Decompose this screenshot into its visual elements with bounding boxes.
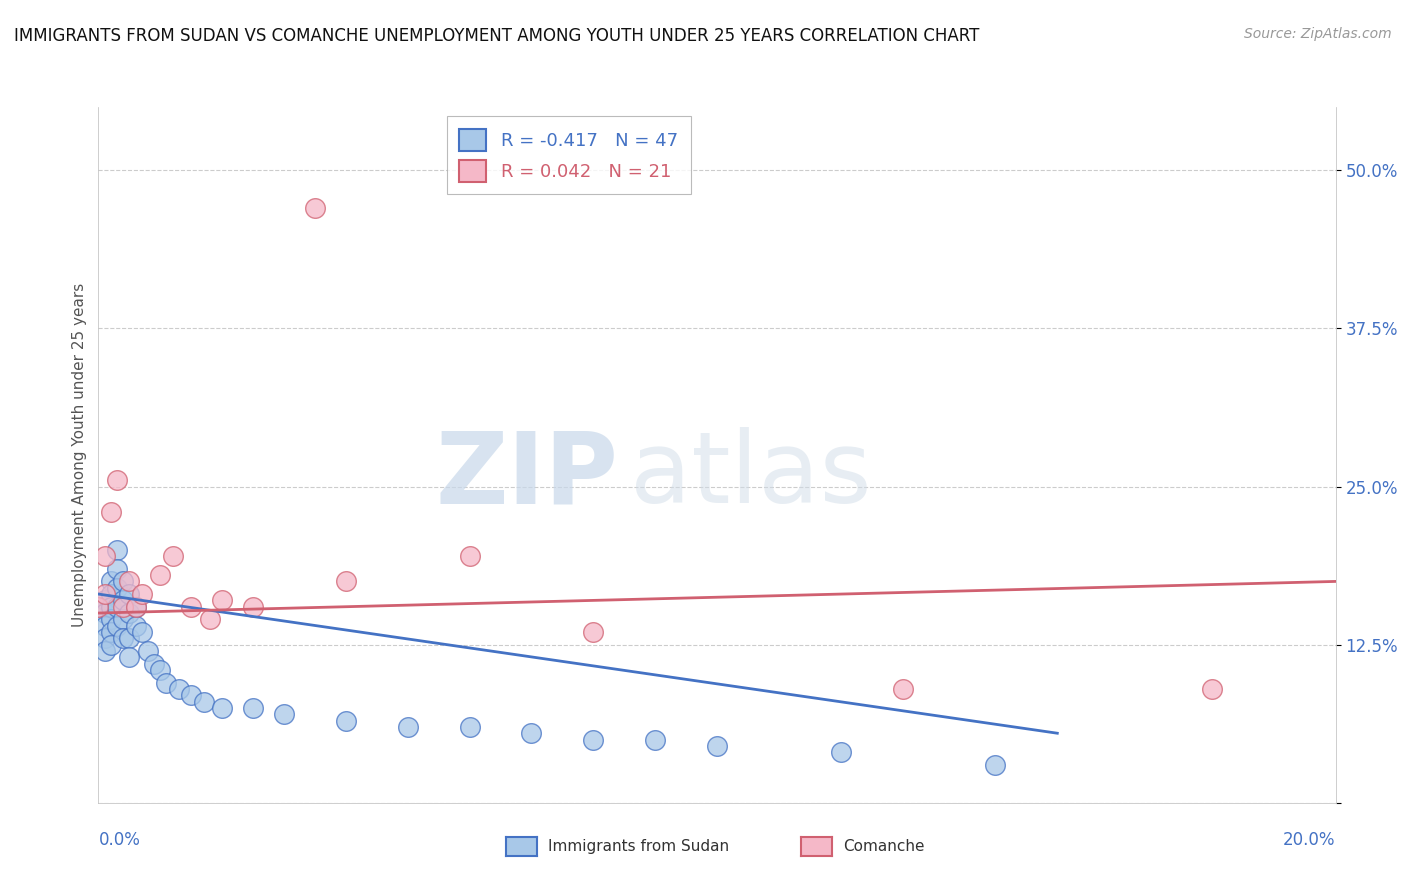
Point bbox=[149, 663, 172, 677]
Point bbox=[136, 644, 159, 658]
Point bbox=[124, 599, 146, 614]
Point bbox=[458, 549, 481, 563]
Point bbox=[93, 618, 115, 632]
Point bbox=[582, 732, 605, 747]
Point bbox=[100, 599, 122, 614]
Text: 0.0%: 0.0% bbox=[98, 830, 141, 848]
Point bbox=[644, 732, 666, 747]
Point bbox=[112, 599, 135, 614]
Text: Immigrants from Sudan: Immigrants from Sudan bbox=[548, 839, 730, 854]
Point bbox=[304, 201, 326, 215]
Point bbox=[87, 599, 110, 614]
Point bbox=[112, 612, 135, 626]
Point bbox=[87, 599, 110, 614]
Point bbox=[105, 599, 128, 614]
Point bbox=[167, 681, 190, 696]
Point bbox=[149, 568, 172, 582]
Y-axis label: Unemployment Among Youth under 25 years: Unemployment Among Youth under 25 years bbox=[72, 283, 87, 627]
Point bbox=[180, 688, 202, 702]
Legend: R = -0.417   N = 47, R = 0.042   N = 21: R = -0.417 N = 47, R = 0.042 N = 21 bbox=[447, 116, 690, 194]
Point bbox=[118, 606, 141, 620]
Point bbox=[1201, 681, 1223, 696]
Text: Source: ZipAtlas.com: Source: ZipAtlas.com bbox=[1244, 27, 1392, 41]
Point bbox=[273, 707, 295, 722]
Point bbox=[211, 593, 233, 607]
Point bbox=[105, 473, 128, 487]
Point bbox=[520, 726, 543, 740]
Point bbox=[124, 599, 146, 614]
Point bbox=[582, 625, 605, 640]
Point bbox=[335, 714, 357, 728]
Point bbox=[242, 701, 264, 715]
Point bbox=[396, 720, 419, 734]
Text: IMMIGRANTS FROM SUDAN VS COMANCHE UNEMPLOYMENT AMONG YOUTH UNDER 25 YEARS CORREL: IMMIGRANTS FROM SUDAN VS COMANCHE UNEMPL… bbox=[14, 27, 980, 45]
Point bbox=[143, 657, 166, 671]
Point bbox=[162, 549, 184, 563]
Point bbox=[118, 587, 141, 601]
Text: 20.0%: 20.0% bbox=[1284, 830, 1336, 848]
Point bbox=[830, 745, 852, 759]
Point bbox=[180, 599, 202, 614]
Point bbox=[131, 625, 153, 640]
Point bbox=[124, 618, 146, 632]
Point bbox=[93, 606, 115, 620]
Point bbox=[112, 593, 135, 607]
Text: Comanche: Comanche bbox=[844, 839, 925, 854]
Point bbox=[112, 632, 135, 646]
Point bbox=[100, 574, 122, 589]
Point bbox=[118, 650, 141, 665]
Point bbox=[93, 593, 115, 607]
Point bbox=[198, 612, 221, 626]
Point bbox=[891, 681, 914, 696]
Point bbox=[100, 505, 122, 519]
Point bbox=[100, 587, 122, 601]
Point bbox=[100, 638, 122, 652]
Point bbox=[242, 599, 264, 614]
Point bbox=[458, 720, 481, 734]
Point bbox=[984, 757, 1007, 772]
Point bbox=[155, 675, 177, 690]
Text: atlas: atlas bbox=[630, 427, 872, 524]
Point bbox=[105, 581, 128, 595]
Point bbox=[112, 574, 135, 589]
Point bbox=[100, 612, 122, 626]
Text: ZIP: ZIP bbox=[436, 427, 619, 524]
Point bbox=[93, 587, 115, 601]
Point bbox=[93, 644, 115, 658]
Point bbox=[335, 574, 357, 589]
Point bbox=[105, 542, 128, 557]
Point bbox=[118, 632, 141, 646]
Point bbox=[105, 618, 128, 632]
Point bbox=[93, 632, 115, 646]
Point bbox=[105, 562, 128, 576]
Point bbox=[706, 739, 728, 753]
Point bbox=[118, 574, 141, 589]
Point bbox=[211, 701, 233, 715]
Point bbox=[93, 549, 115, 563]
Point bbox=[131, 587, 153, 601]
Point bbox=[100, 625, 122, 640]
Point bbox=[193, 695, 215, 709]
